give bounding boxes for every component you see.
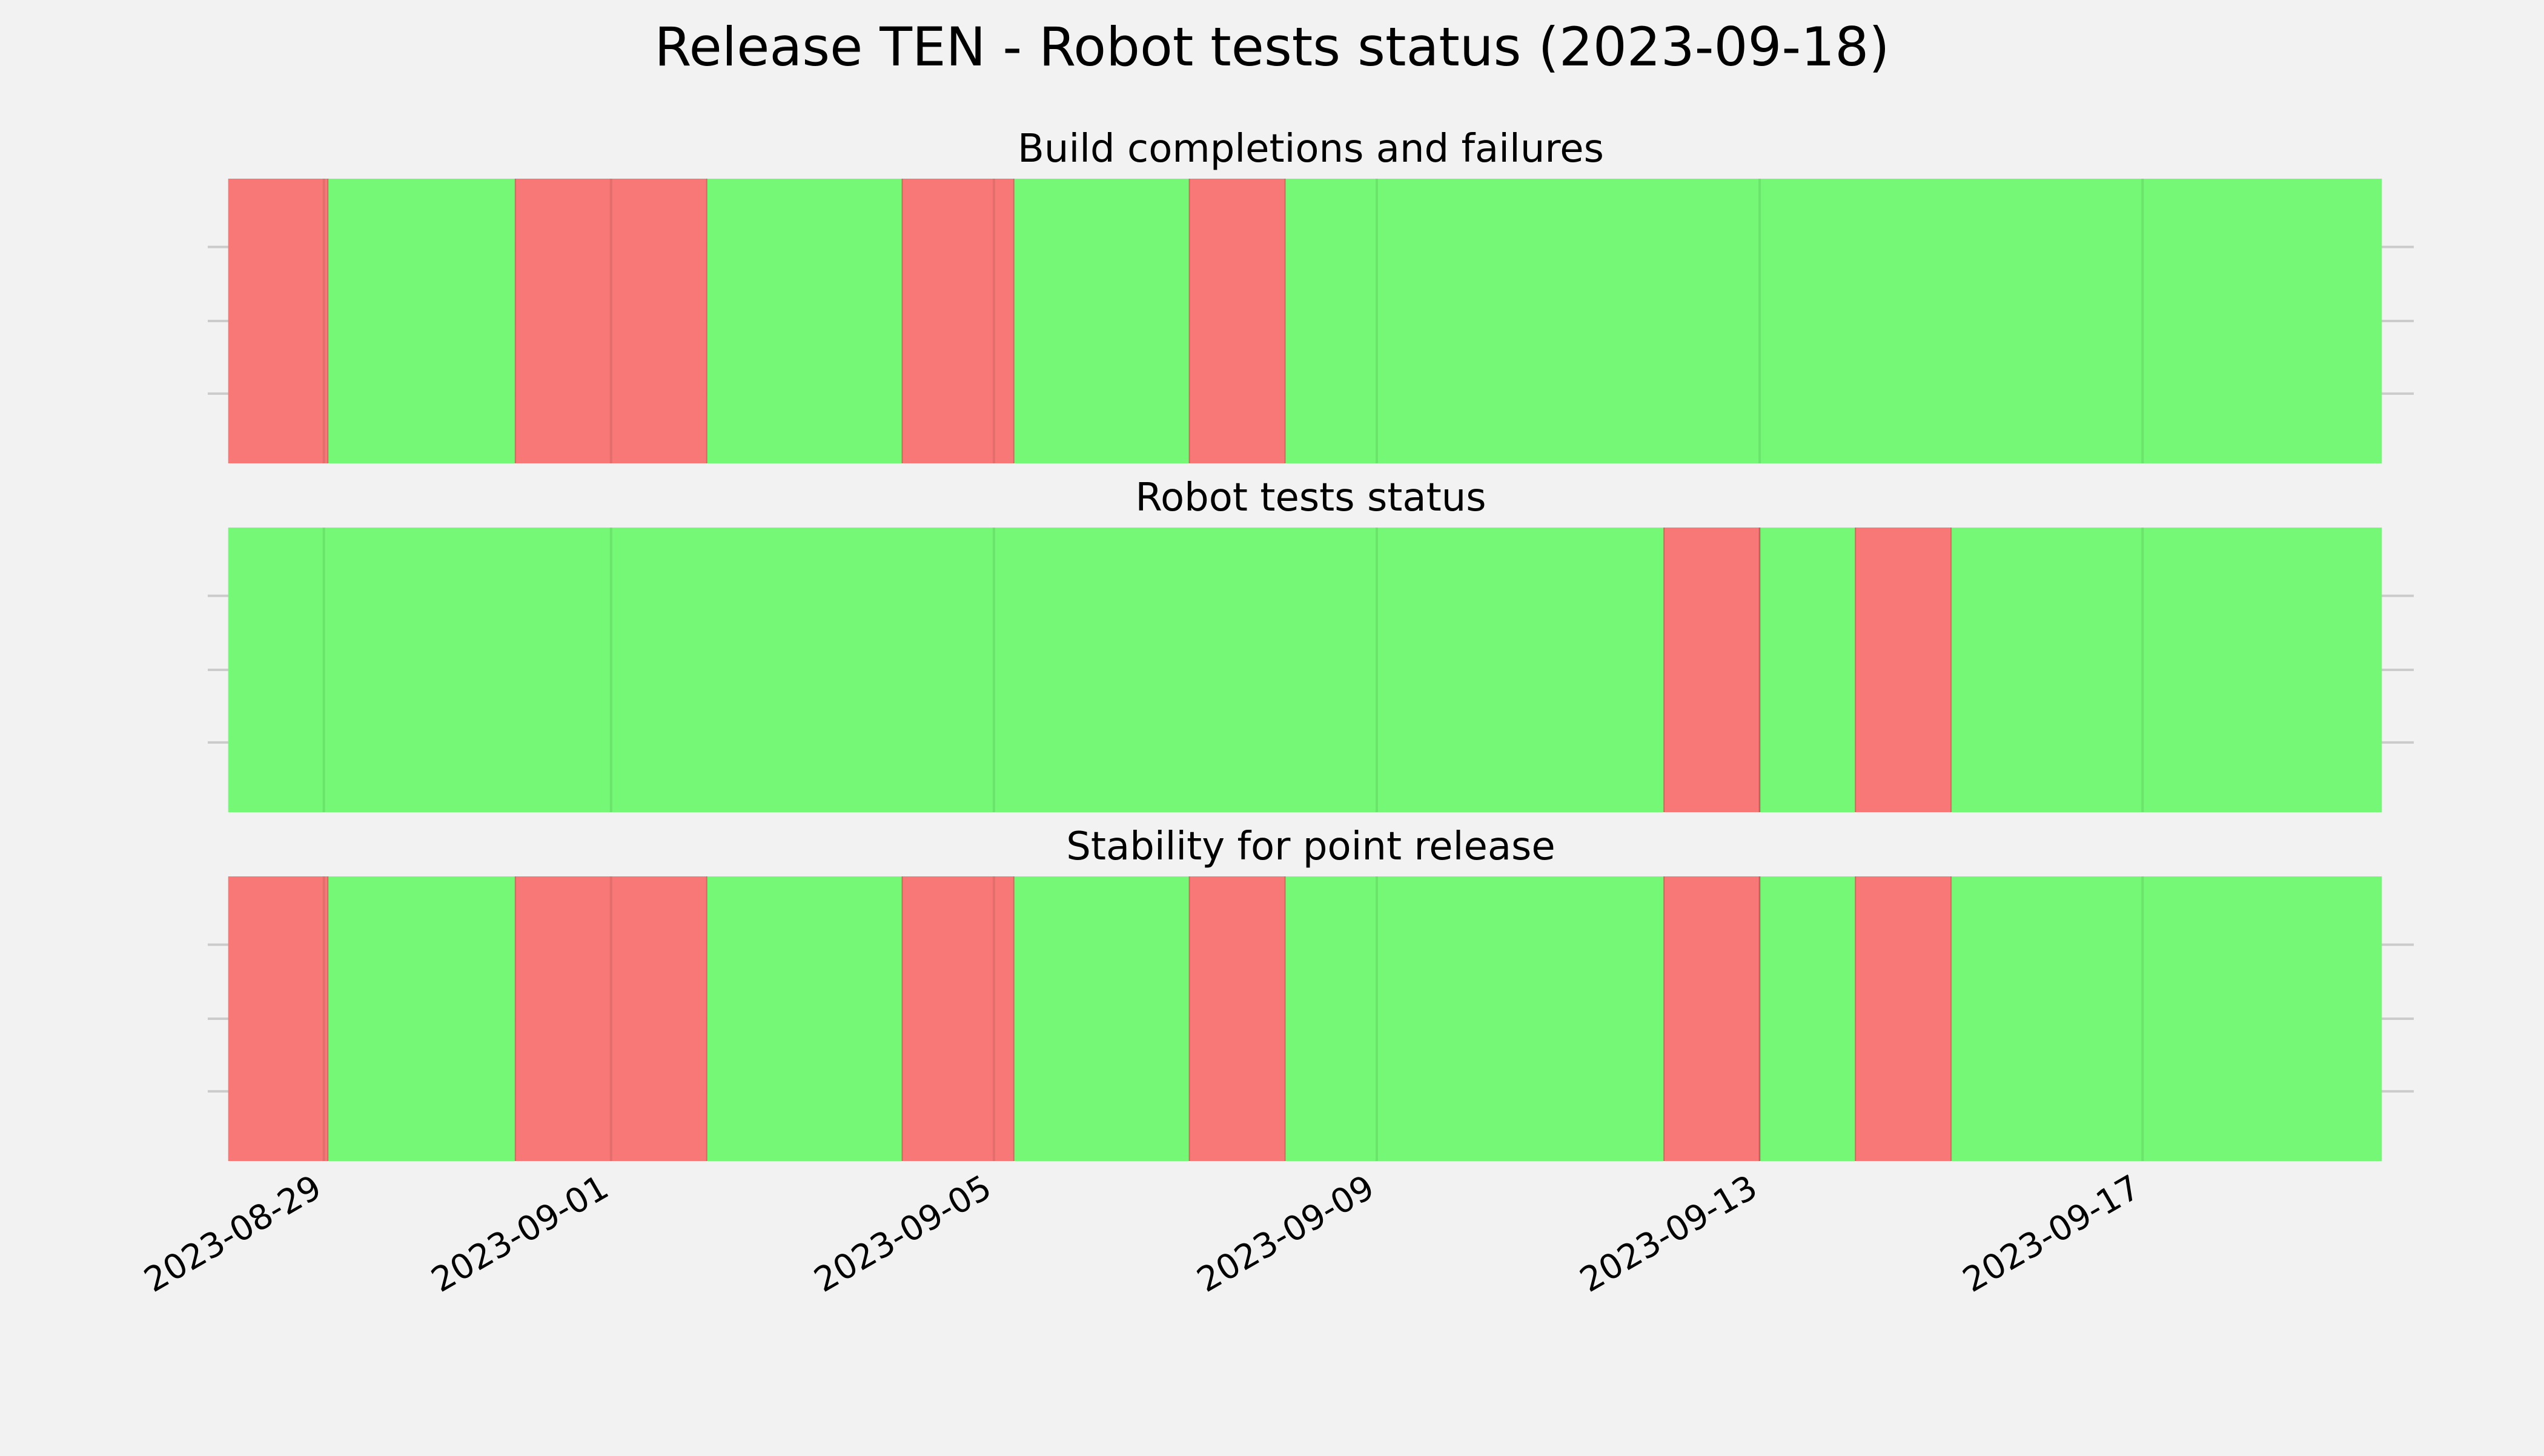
- chart-title: Release TEN - Robot tests status (2023-0…: [654, 16, 1889, 78]
- segment-fail: [1664, 528, 1760, 812]
- segment-fail: [515, 876, 707, 1161]
- panel-title: Build completions and failures: [1018, 127, 1604, 171]
- segment-fail: [1189, 179, 1285, 463]
- segment-fail: [228, 179, 328, 463]
- segment-pass: [1013, 876, 1190, 1161]
- panel-stability-point-release: Stability for point release: [208, 824, 2414, 1161]
- segment-pass: [328, 876, 515, 1161]
- segment-fail: [1664, 876, 1760, 1161]
- panel-title: Stability for point release: [1066, 824, 1555, 869]
- segment-fail: [1189, 876, 1285, 1161]
- segment-fail: [902, 179, 1014, 463]
- segment-pass: [1951, 876, 2382, 1161]
- segment-pass: [1760, 528, 1856, 812]
- panel-robot-tests-status: Robot tests status: [208, 475, 2414, 812]
- segment-fail: [1855, 876, 1952, 1161]
- segment-pass: [228, 528, 1665, 812]
- segment-pass: [706, 876, 903, 1161]
- segment-pass: [1285, 876, 1665, 1161]
- segment-pass: [1013, 179, 1190, 463]
- panels-layer: Build completions and failures Robot test…: [208, 127, 2414, 1161]
- segment-pass: [1285, 179, 2382, 463]
- segment-pass: [1760, 876, 1856, 1161]
- segment-pass: [328, 179, 515, 463]
- segment-pass: [706, 179, 903, 463]
- panel-build-completions: Build completions and failures: [208, 127, 2414, 463]
- segment-pass: [1951, 528, 2382, 812]
- segment-fail: [228, 876, 328, 1161]
- segment-fail: [515, 179, 707, 463]
- segment-fail: [1855, 528, 1952, 812]
- panel-title: Robot tests status: [1135, 475, 1486, 520]
- segment-fail: [902, 876, 1014, 1161]
